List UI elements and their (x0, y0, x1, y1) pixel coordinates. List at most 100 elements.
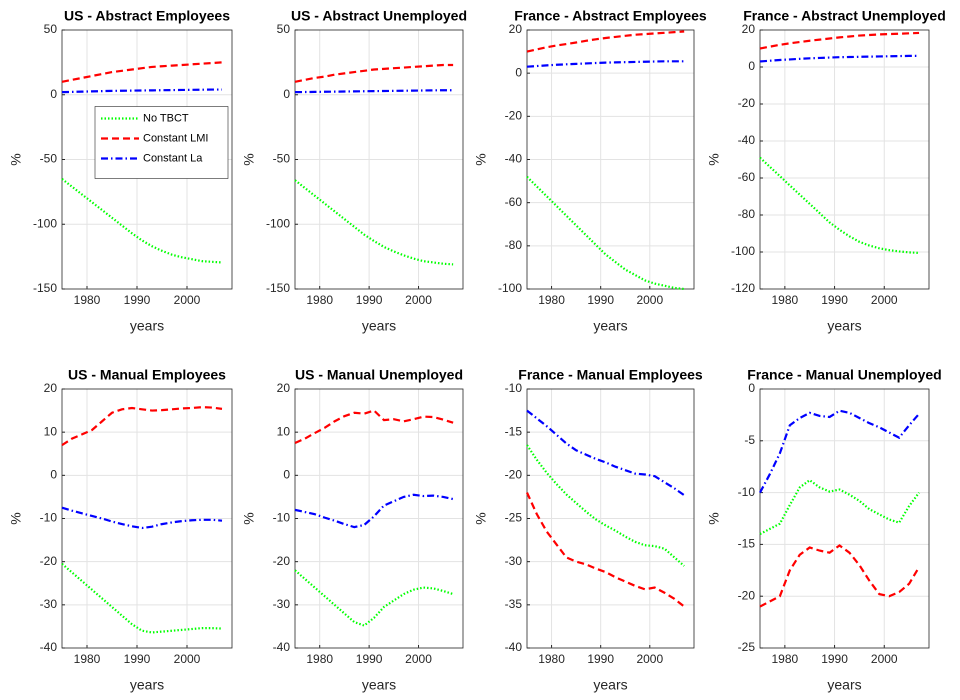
y-tick-label: 50 (44, 22, 58, 36)
legend-label: No TBCT (143, 112, 189, 124)
data-line (61, 61, 223, 83)
y-tick-label: 20 (44, 381, 58, 395)
y-tick-label: -100 (33, 216, 57, 230)
axes-box (759, 29, 930, 290)
x-tick-label: 1990 (821, 652, 848, 666)
y-axis-label: % (706, 153, 722, 165)
y-tick-label: 0 (50, 468, 57, 482)
x-axis-label: years (362, 677, 396, 693)
x-tick-label: 1990 (356, 293, 383, 307)
y-tick-label: -20 (738, 588, 756, 602)
x-axis-label: years (362, 318, 396, 334)
y-tick-label: -60 (505, 195, 523, 209)
axes-box (294, 29, 464, 290)
y-tick-label: -20 (505, 468, 523, 482)
y-tick-label: -20 (738, 96, 756, 110)
legend: No TBCT Constant LMI Constant La (94, 106, 229, 179)
y-tick-label: 20 (509, 22, 523, 36)
x-axis-label: years (130, 318, 164, 334)
axes-box (526, 29, 695, 290)
y-axis-label: % (8, 153, 24, 165)
data-line (526, 60, 685, 68)
chart-title: US - Manual Employees (68, 367, 226, 383)
subplot: 1980 1990 2000 -40 -30 -20 -10 0 10 20 US - Manual… (241, 367, 464, 693)
y-tick-label: -40 (738, 133, 756, 147)
y-tick-label: -50 (40, 152, 58, 166)
y-tick-label: -25 (505, 511, 523, 525)
data-line (61, 562, 223, 634)
y-tick-label: -10 (40, 511, 58, 525)
legend-label: Constant LMI (143, 132, 208, 144)
y-tick-label: 20 (742, 22, 756, 36)
data-line (759, 156, 920, 255)
y-tick-label: -30 (40, 597, 58, 611)
x-tick-label: 1980 (74, 652, 101, 666)
chart-title: US - Abstract Unemployed (291, 8, 467, 24)
chart-title: US - Manual Unemployed (295, 367, 463, 383)
y-tick-label: 50 (277, 22, 291, 36)
data-line (526, 409, 685, 497)
y-tick-label: 0 (283, 87, 290, 101)
data-line (759, 31, 920, 50)
x-axis-label: years (593, 318, 627, 334)
x-tick-label: 1990 (124, 293, 151, 307)
axes-box (759, 388, 930, 649)
chart-title: France - Manual Unemployed (747, 367, 941, 383)
y-tick-label: -40 (40, 640, 58, 654)
y-axis-label: % (473, 512, 489, 524)
y-tick-label: 0 (748, 59, 755, 73)
x-tick-label: 1990 (587, 293, 614, 307)
x-tick-label: 2000 (871, 293, 898, 307)
chart-title: US - Abstract Employees (64, 8, 230, 24)
y-tick-label: -35 (505, 597, 523, 611)
x-tick-label: 1980 (772, 652, 799, 666)
y-tick-label: -10 (505, 381, 523, 395)
y-axis-label: % (241, 512, 257, 524)
x-tick-label: 1980 (538, 293, 565, 307)
x-tick-label: 1990 (124, 652, 151, 666)
axes-box (294, 388, 464, 649)
x-tick-label: 2000 (174, 293, 201, 307)
y-tick-label: 20 (277, 381, 291, 395)
y-tick-label: -25 (738, 640, 756, 654)
y-tick-label: -60 (738, 170, 756, 184)
data-line (61, 506, 223, 530)
y-axis-label: % (241, 153, 257, 165)
x-axis-label: years (827, 318, 861, 334)
x-tick-label: 1980 (538, 652, 565, 666)
data-line (759, 544, 921, 608)
y-tick-label: -15 (505, 424, 523, 438)
data-line (294, 409, 454, 444)
axes-box (61, 29, 233, 290)
y-tick-label: -100 (266, 216, 290, 230)
data-line (61, 178, 223, 264)
subplot: 1980 1990 2000 -40 -35 -30 -25 -20 -15 -10France … (473, 367, 703, 693)
x-tick-label: 1980 (74, 293, 101, 307)
axes-box (61, 388, 233, 649)
y-tick-label: -30 (505, 554, 523, 568)
x-axis-label: years (827, 677, 861, 693)
x-tick-label: 2000 (636, 652, 663, 666)
y-tick-label: 0 (748, 381, 755, 395)
x-tick-label: 2000 (405, 652, 432, 666)
y-tick-label: 0 (50, 87, 57, 101)
data-line (294, 569, 454, 627)
y-tick-label: -10 (273, 511, 291, 525)
x-tick-label: 1980 (306, 293, 333, 307)
data-line (759, 409, 920, 494)
chart-title: France - Abstract Employees (514, 8, 707, 24)
y-tick-label: -80 (738, 207, 756, 221)
y-tick-label: -150 (266, 281, 290, 295)
x-axis-label: years (593, 677, 627, 693)
y-tick-label: -40 (505, 152, 523, 166)
x-tick-label: 1980 (306, 652, 333, 666)
y-tick-label: -150 (33, 281, 57, 295)
y-tick-label: 10 (44, 424, 58, 438)
subplot: 1980 1990 2000 -40 -30 -20 -10 0 10 20 US - Manual… (8, 367, 233, 693)
data-line (759, 478, 920, 536)
y-tick-label: -50 (273, 152, 291, 166)
x-tick-label: 2000 (405, 293, 432, 307)
